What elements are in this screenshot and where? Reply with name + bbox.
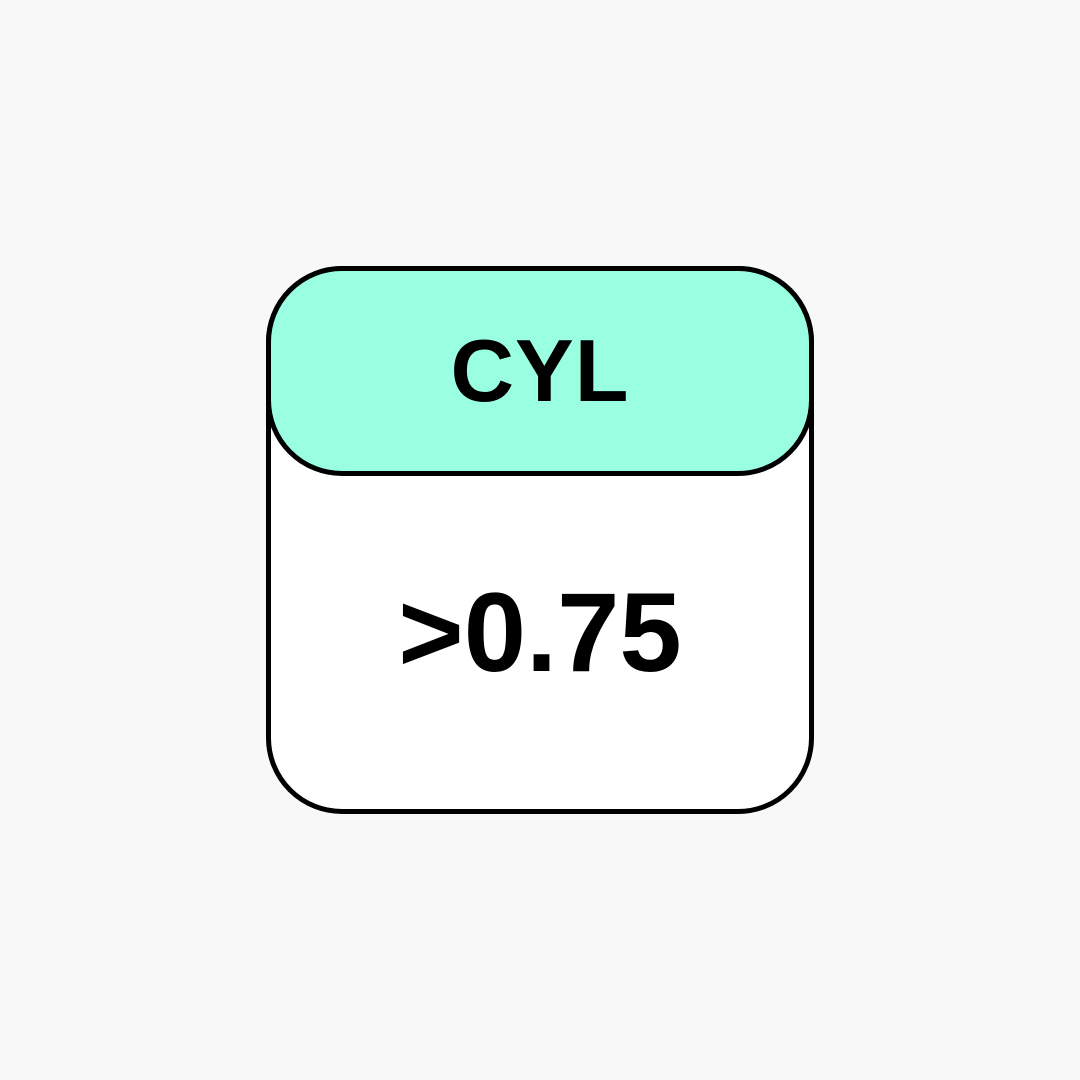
cylinder-label: CYL [450,321,630,420]
cylinder-value-area: >0.75 [266,476,814,814]
cylinder-value: >0.75 [398,570,682,695]
cylinder-badge-header: CYL [266,266,814,476]
